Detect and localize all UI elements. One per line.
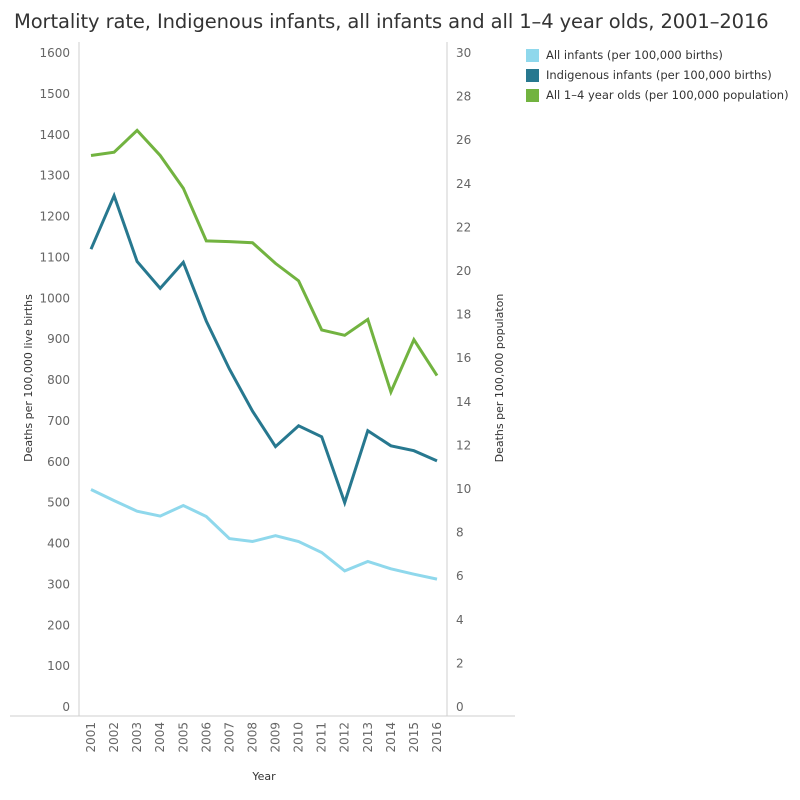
series-line-all-1-4-year-olds-per-100-000-population[interactable] <box>90 128 439 397</box>
legend-label-indigenous-infants: Indigenous infants (per 100,000 births) <box>546 68 772 82</box>
right-y-tick-label: 30 <box>456 46 471 60</box>
x-tick-label: 2004 <box>153 722 167 753</box>
left-y-tick-label: 0 <box>62 700 70 714</box>
left-y-tick-label: 1300 <box>39 169 70 183</box>
left-y-tick-label: 1400 <box>39 128 70 142</box>
legend-item-all-1-4-year-olds[interactable]: All 1–4 year olds (per 100,000 populatio… <box>526 85 789 105</box>
chart-title: Mortality rate, Indigenous infants, all … <box>14 10 769 33</box>
left-y-tick-label: 400 <box>47 537 70 551</box>
legend-item-all-infants[interactable]: All infants (per 100,000 births) <box>526 45 789 65</box>
series-line-indigenous-infants-per-100-000-births[interactable] <box>89 191 438 508</box>
x-tick-label: 2007 <box>222 722 236 753</box>
right-y-tick-label: 0 <box>456 700 464 714</box>
left-y-axis-ticks: 0 100 200 300 400 500 600 700 800 900 1000 1100 1200… <box>39 46 70 714</box>
right-y-tick-label: 26 <box>456 133 471 147</box>
right-y-tick-label: 14 <box>456 395 471 409</box>
x-tick-label: 2003 <box>130 722 144 753</box>
right-y-tick-label: 20 <box>456 264 471 278</box>
left-y-axis-title: Deaths per 100,000 live births <box>22 294 35 462</box>
x-tick-label: 2005 <box>176 722 190 753</box>
left-y-tick-label: 100 <box>47 659 70 673</box>
right-y-tick-label: 24 <box>456 177 471 191</box>
right-y-tick-label: 16 <box>456 351 471 365</box>
right-y-tick-label: 18 <box>456 308 471 322</box>
legend-swatch-all-1-4-year-olds <box>526 88 539 102</box>
legend-label-all-1-4-year-olds: All 1–4 year olds (per 100,000 populatio… <box>546 88 789 102</box>
x-axis-title: Year <box>251 770 276 783</box>
legend-swatch-indigenous-infants <box>526 68 539 82</box>
legend-swatch-all-infants <box>526 48 539 62</box>
x-tick-label: 2001 <box>84 722 98 753</box>
left-y-tick-label: 1100 <box>39 250 70 264</box>
x-tick-label: 2016 <box>430 722 444 753</box>
right-y-tick-label: 10 <box>456 482 471 496</box>
left-y-tick-label: 200 <box>47 618 70 632</box>
right-y-axis-title: Deaths per 100,000 populaton <box>493 294 506 463</box>
x-tick-label: 2011 <box>315 722 329 753</box>
legend-label-all-infants: All infants (per 100,000 births) <box>546 48 723 62</box>
x-tick-label: 2008 <box>245 722 259 753</box>
right-y-tick-label: 12 <box>456 438 471 452</box>
right-y-tick-label: 6 <box>456 569 464 583</box>
left-y-tick-label: 1000 <box>39 291 70 305</box>
legend: All infants (per 100,000 births) Indigen… <box>526 45 789 105</box>
x-tick-label: 2013 <box>361 722 375 753</box>
left-y-tick-label: 800 <box>47 373 70 387</box>
right-y-tick-label: 8 <box>456 526 464 540</box>
legend-item-indigenous-infants[interactable]: Indigenous infants (per 100,000 births) <box>526 65 789 85</box>
left-y-tick-label: 1600 <box>39 46 70 60</box>
x-tick-label: 2015 <box>407 722 421 753</box>
left-y-tick-label: 300 <box>47 577 70 591</box>
x-tick-label: 2012 <box>338 722 352 753</box>
right-y-tick-label: 22 <box>456 220 471 234</box>
x-tick-label: 2006 <box>199 722 213 753</box>
left-y-tick-label: 1200 <box>39 210 70 224</box>
x-tick-label: 2014 <box>384 722 398 753</box>
series-line-all-infants-per-100-000-births[interactable] <box>90 488 438 581</box>
left-y-tick-label: 500 <box>47 496 70 510</box>
x-axis-ticks: 2001 2002 2003 2004 2005 2006 2007 2008 2009 2010… <box>84 722 444 753</box>
left-y-tick-label: 900 <box>47 332 70 346</box>
right-y-tick-label: 28 <box>456 90 471 104</box>
right-y-tick-label: 4 <box>456 613 464 627</box>
left-y-tick-label: 600 <box>47 455 70 469</box>
x-tick-label: 2002 <box>107 722 121 753</box>
right-y-tick-label: 2 <box>456 656 464 670</box>
x-tick-label: 2010 <box>292 722 306 753</box>
left-y-tick-label: 1500 <box>39 87 70 101</box>
series-lines <box>89 128 439 581</box>
x-tick-label: 2009 <box>269 722 283 753</box>
left-y-tick-label: 700 <box>47 414 70 428</box>
